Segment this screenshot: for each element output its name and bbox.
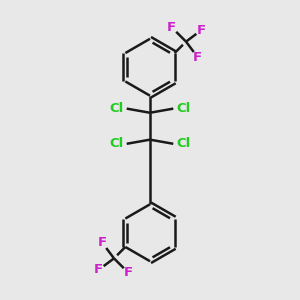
Text: Cl: Cl	[109, 137, 124, 150]
Text: F: F	[94, 263, 103, 276]
Text: F: F	[197, 24, 206, 37]
Text: F: F	[124, 266, 133, 279]
Text: F: F	[167, 21, 176, 34]
Text: Cl: Cl	[176, 102, 191, 115]
Text: F: F	[98, 236, 107, 249]
Text: Cl: Cl	[109, 102, 124, 115]
Text: F: F	[193, 51, 202, 64]
Text: Cl: Cl	[176, 137, 191, 150]
